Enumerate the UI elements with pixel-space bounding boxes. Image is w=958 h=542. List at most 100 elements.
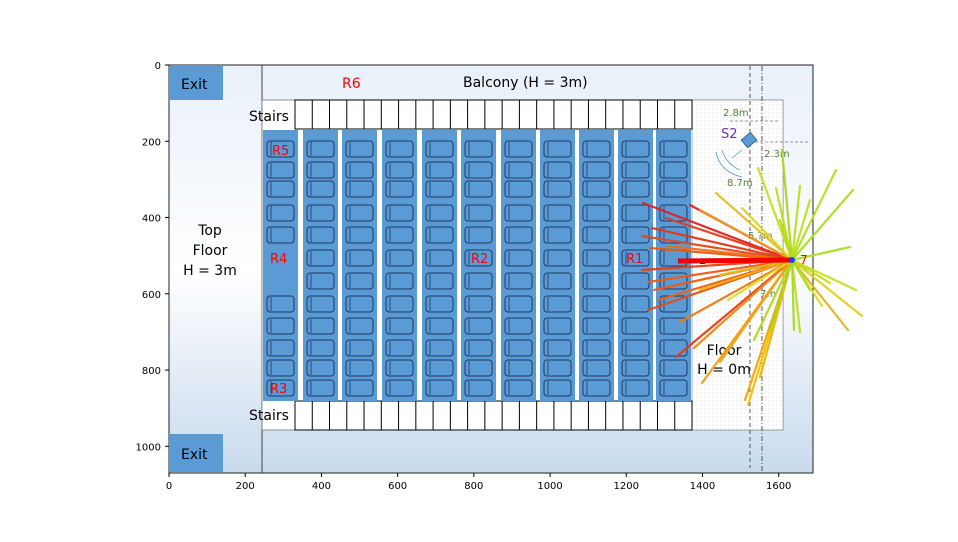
ray bbox=[726, 258, 794, 302]
seat bbox=[464, 359, 493, 377]
seat bbox=[543, 180, 572, 198]
seat bbox=[306, 317, 335, 335]
seat bbox=[266, 359, 295, 377]
ray bbox=[790, 258, 796, 332]
seat bbox=[425, 226, 454, 244]
ray bbox=[718, 258, 794, 364]
sound-source-point bbox=[789, 257, 795, 263]
sensor-arrow bbox=[731, 149, 743, 159]
exit-top-box bbox=[169, 66, 223, 100]
seat bbox=[504, 272, 533, 290]
seat bbox=[582, 204, 611, 222]
x-tick-label: 400 bbox=[312, 481, 331, 492]
y-tick-label: 0 bbox=[155, 61, 161, 72]
seat bbox=[464, 140, 493, 158]
stairs-frame bbox=[294, 400, 693, 431]
seat bbox=[345, 295, 374, 313]
y-tick-label: 800 bbox=[142, 366, 161, 377]
seat bbox=[266, 295, 295, 313]
ray bbox=[698, 258, 794, 292]
ray bbox=[790, 258, 812, 292]
seat bbox=[543, 379, 572, 397]
seat bbox=[266, 226, 295, 244]
x-tick-label: 600 bbox=[388, 481, 407, 492]
ray bbox=[790, 245, 852, 262]
ray bbox=[714, 191, 794, 262]
sensor-arc-2 bbox=[715, 151, 743, 178]
x-tick-label: 1600 bbox=[766, 481, 791, 492]
ray bbox=[778, 218, 794, 262]
exit-bottom-box bbox=[169, 434, 223, 472]
label-r1: R1 bbox=[626, 252, 643, 267]
ray bbox=[790, 168, 838, 262]
seat bbox=[306, 359, 335, 377]
seat bbox=[464, 226, 493, 244]
seat bbox=[266, 317, 295, 335]
seat bbox=[425, 204, 454, 222]
seat bbox=[621, 180, 650, 198]
seat bbox=[464, 249, 493, 267]
dist-label-2-8: 2.8m bbox=[723, 108, 749, 119]
seat bbox=[425, 272, 454, 290]
seat bbox=[504, 161, 533, 179]
seat bbox=[385, 204, 414, 222]
seat bbox=[582, 272, 611, 290]
seat bbox=[266, 379, 295, 397]
seat bbox=[621, 204, 650, 222]
seat bbox=[543, 249, 572, 267]
seat bbox=[464, 295, 493, 313]
seat bbox=[385, 161, 414, 179]
seat bbox=[306, 226, 335, 244]
seat bbox=[425, 359, 454, 377]
sensor-s2-shape bbox=[740, 131, 758, 149]
seat bbox=[504, 204, 533, 222]
seat bbox=[306, 161, 335, 179]
seat bbox=[385, 180, 414, 198]
balcony-label: Balcony (H = 3m) bbox=[463, 75, 588, 91]
ray bbox=[790, 188, 855, 262]
seat bbox=[621, 140, 650, 158]
seat bbox=[582, 249, 611, 267]
seat bbox=[621, 295, 650, 313]
seat bbox=[621, 339, 650, 357]
seat bbox=[504, 180, 533, 198]
seat bbox=[385, 295, 414, 313]
seat bbox=[425, 249, 454, 267]
seat bbox=[425, 295, 454, 313]
seat bbox=[504, 379, 533, 397]
x-tick-label: 1400 bbox=[690, 481, 715, 492]
seat bbox=[659, 379, 688, 397]
seat bbox=[621, 317, 650, 335]
seat bbox=[306, 249, 335, 267]
seat bbox=[464, 379, 493, 397]
label-r5: R5 bbox=[272, 144, 289, 159]
ray bbox=[692, 258, 794, 350]
seat bbox=[385, 249, 414, 267]
seat bbox=[464, 317, 493, 335]
y-tick-label: 600 bbox=[142, 290, 161, 301]
seat bbox=[425, 339, 454, 357]
exit-top-label: Exit bbox=[181, 77, 208, 93]
seat bbox=[621, 249, 650, 267]
seat bbox=[464, 204, 493, 222]
y-tick-label: 1000 bbox=[136, 442, 161, 453]
seat bbox=[306, 379, 335, 397]
top-floor-label-1: Top bbox=[197, 223, 222, 239]
seat bbox=[266, 339, 295, 357]
seat bbox=[345, 226, 374, 244]
x-tick-label: 200 bbox=[236, 481, 255, 492]
seat bbox=[543, 140, 572, 158]
ray bbox=[790, 198, 812, 262]
stairs-bottom bbox=[294, 400, 693, 431]
seating-columns bbox=[263, 130, 691, 401]
seat bbox=[345, 359, 374, 377]
seat bbox=[504, 140, 533, 158]
seat bbox=[345, 339, 374, 357]
primary-ray-bar bbox=[677, 257, 793, 264]
seat bbox=[345, 272, 374, 290]
seat bbox=[543, 339, 572, 357]
seat bbox=[543, 295, 572, 313]
seat bbox=[385, 359, 414, 377]
seat bbox=[306, 140, 335, 158]
